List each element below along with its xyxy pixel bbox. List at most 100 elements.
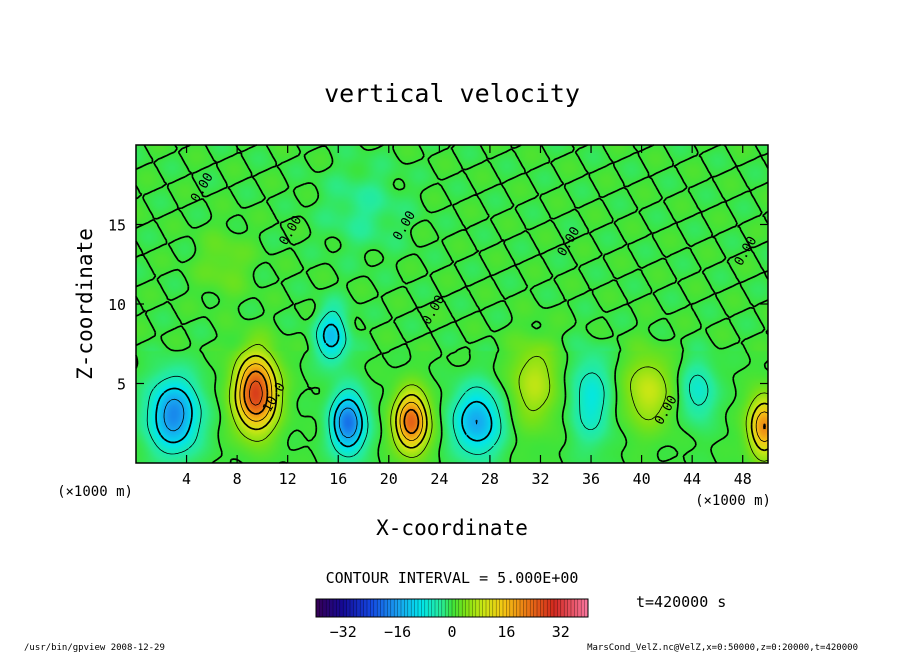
- x-tick-label: 28: [481, 470, 499, 488]
- colorbar-swatch: [448, 599, 453, 617]
- colorbar-swatch: [455, 599, 460, 617]
- colorbar-swatch: [547, 599, 551, 617]
- colorbar-swatch: [543, 599, 548, 617]
- colorbar-swatch: [418, 599, 422, 617]
- y-tick-label: 15: [108, 217, 126, 235]
- y-axis-ticks: 5 10 15: [108, 217, 768, 394]
- colorbar-swatch: [465, 599, 470, 617]
- colorbar: [315, 599, 589, 617]
- x-tick-label: 12: [279, 470, 297, 488]
- colorbar-swatch: [482, 599, 487, 617]
- contour-level-10: [234, 354, 769, 452]
- contour-level-15: [239, 363, 769, 443]
- colorbar-swatch: [486, 599, 490, 617]
- colorbar-swatch: [581, 599, 585, 617]
- y-axis-title: Z-coordinate: [73, 228, 97, 380]
- contour-level-25: [249, 380, 263, 406]
- colorbar-swatch: [554, 599, 558, 617]
- colorbar-swatch: [353, 599, 358, 617]
- colorbar-swatch: [329, 599, 334, 617]
- colorbar-swatch: [564, 599, 568, 617]
- colorbar-swatch: [428, 599, 432, 617]
- colorbar-swatch: [316, 599, 320, 617]
- contour-level-20: [243, 370, 766, 434]
- colorbar-swatch: [326, 599, 330, 617]
- colorbar-swatch: [401, 599, 405, 617]
- colorbar-swatch: [452, 599, 456, 617]
- colorbar-swatch: [557, 599, 562, 617]
- contour-interval-text: CONTOUR INTERVAL = 5.000E+00: [326, 569, 579, 587]
- colorbar-swatch: [431, 599, 436, 617]
- contour-level-neg10: [155, 323, 493, 448]
- colorbar-swatch: [445, 599, 449, 617]
- colorbar-swatch: [523, 599, 528, 617]
- colorbar-swatch: [333, 599, 337, 617]
- colorbar-swatch: [577, 599, 582, 617]
- colorbar-swatch: [496, 599, 500, 617]
- colorbar-swatch: [479, 599, 483, 617]
- colorbar-swatch: [530, 599, 534, 617]
- colorbar-swatch: [339, 599, 344, 617]
- x-tick-label: 20: [380, 470, 398, 488]
- colorbar-tick-label: 0: [447, 623, 456, 641]
- colorbar-swatch: [367, 599, 371, 617]
- x-tick-label: 8: [233, 470, 242, 488]
- colorbar-swatch: [533, 599, 538, 617]
- x-unit-label: (×1000 m): [695, 493, 771, 509]
- contour-level-neg15: [163, 398, 478, 438]
- colorbar-swatch: [438, 599, 443, 617]
- colorbar-swatch: [537, 599, 541, 617]
- x-tick-label: 4: [182, 470, 191, 488]
- colorbar-swatch: [336, 599, 341, 617]
- colorbar-swatch: [540, 599, 545, 617]
- colorbar-tick-label: −32: [330, 623, 357, 641]
- footer-left: /usr/bin/gpview 2008-12-29: [24, 643, 165, 653]
- colorbar-swatch: [509, 599, 514, 617]
- colorbar-swatch: [319, 599, 324, 617]
- colorbar-swatch: [397, 599, 402, 617]
- colorbar-swatch: [322, 599, 327, 617]
- colorbar-swatch: [343, 599, 347, 617]
- colorbar-swatch: [404, 599, 409, 617]
- colorbar-swatch: [567, 599, 572, 617]
- colorbar-swatch: [424, 599, 429, 617]
- contour-lines: [135, 144, 769, 464]
- colorbar-tick-label: 32: [552, 623, 570, 641]
- colorbar-swatch: [414, 599, 419, 617]
- x-tick-label: 40: [633, 470, 651, 488]
- colorbar-swatch: [380, 599, 385, 617]
- colorbar-swatch: [469, 599, 473, 617]
- contour-level-5: [228, 343, 769, 462]
- x-tick-label: 48: [734, 470, 752, 488]
- colorbar-swatch: [513, 599, 517, 617]
- colorbar-swatch: [384, 599, 388, 617]
- colorbar-swatch: [584, 599, 589, 617]
- y-tick-label: 5: [117, 376, 126, 394]
- x-tick-label: 24: [430, 470, 448, 488]
- z-unit-label: (×1000 m): [57, 484, 133, 500]
- colorbar-swatch: [499, 599, 504, 617]
- x-tick-label: 16: [329, 470, 347, 488]
- x-tick-label: 32: [531, 470, 549, 488]
- colorbar-swatch: [435, 599, 439, 617]
- colorbar-swatch: [441, 599, 446, 617]
- colorbar-swatch: [387, 599, 392, 617]
- colorbar-swatch: [560, 599, 565, 617]
- contour-level-neg5: [146, 310, 709, 458]
- colorbar-swatch: [520, 599, 524, 617]
- colorbar-swatch: [421, 599, 426, 617]
- colorbar-swatch: [574, 599, 579, 617]
- colorbar-swatch: [472, 599, 477, 617]
- colorbar-swatch: [526, 599, 531, 617]
- x-tick-label: 44: [683, 470, 701, 488]
- colorbar-tick-label: −16: [384, 623, 411, 641]
- colorbar-swatch: [489, 599, 494, 617]
- footer-right: MarsCond_VelZ.nc@VelZ,x=0:50000,z=0:2000…: [587, 643, 858, 653]
- colorbar-frame: [315, 598, 589, 618]
- colorbar-tick-label: 16: [497, 623, 515, 641]
- colorbar-swatch: [506, 599, 511, 617]
- colorbar-swatch: [458, 599, 463, 617]
- colorbar-swatch: [475, 599, 480, 617]
